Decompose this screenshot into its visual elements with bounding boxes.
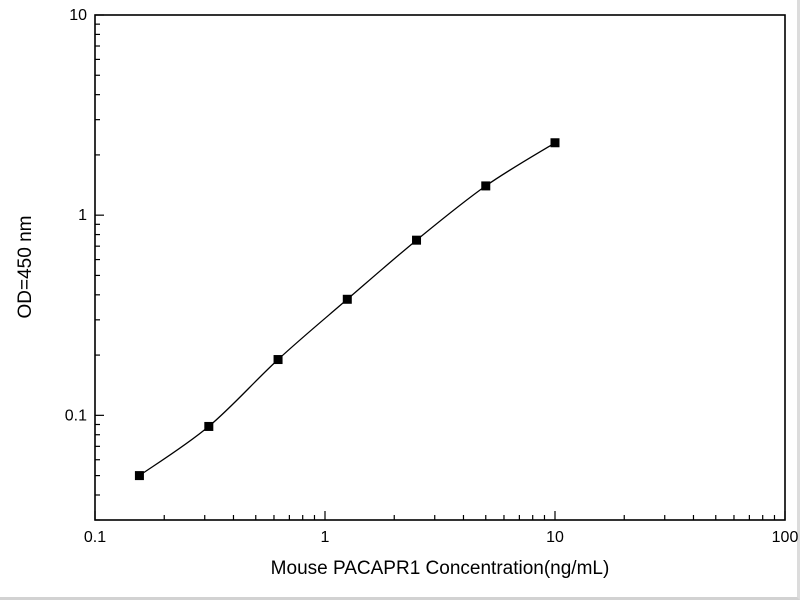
- y-axis-ticks: [95, 14, 104, 521]
- data-point-marker: [412, 235, 422, 245]
- x-tick-label: 0.1: [84, 529, 106, 546]
- y-tick-labels: 0.1 1 10: [65, 7, 87, 424]
- data-point-marker: [273, 355, 283, 365]
- y-tick-label: 10: [69, 7, 87, 24]
- x-tick-label: 100: [772, 529, 799, 546]
- x-tick-labels: 0.1 1 10 100: [84, 529, 799, 546]
- data-point-marker: [481, 181, 491, 191]
- x-tick-label: 10: [546, 529, 564, 546]
- y-tick-label: 1: [78, 207, 87, 224]
- plot-frame: [94, 14, 786, 521]
- data-point-markers: [134, 138, 560, 481]
- data-point-marker: [342, 294, 352, 304]
- y-axis-title: OD=450 nm: [15, 215, 36, 319]
- x-axis-title: Mouse PACAPR1 Concentration(ng/mL): [270, 558, 610, 579]
- x-tick-label: 1: [321, 529, 330, 546]
- y-tick-label: 0.1: [65, 407, 87, 424]
- curve-line: [139, 142, 556, 477]
- data-point-marker: [550, 138, 560, 148]
- x-axis-ticks: [94, 511, 786, 520]
- data-point-marker: [204, 421, 214, 431]
- data-point-marker: [134, 471, 144, 481]
